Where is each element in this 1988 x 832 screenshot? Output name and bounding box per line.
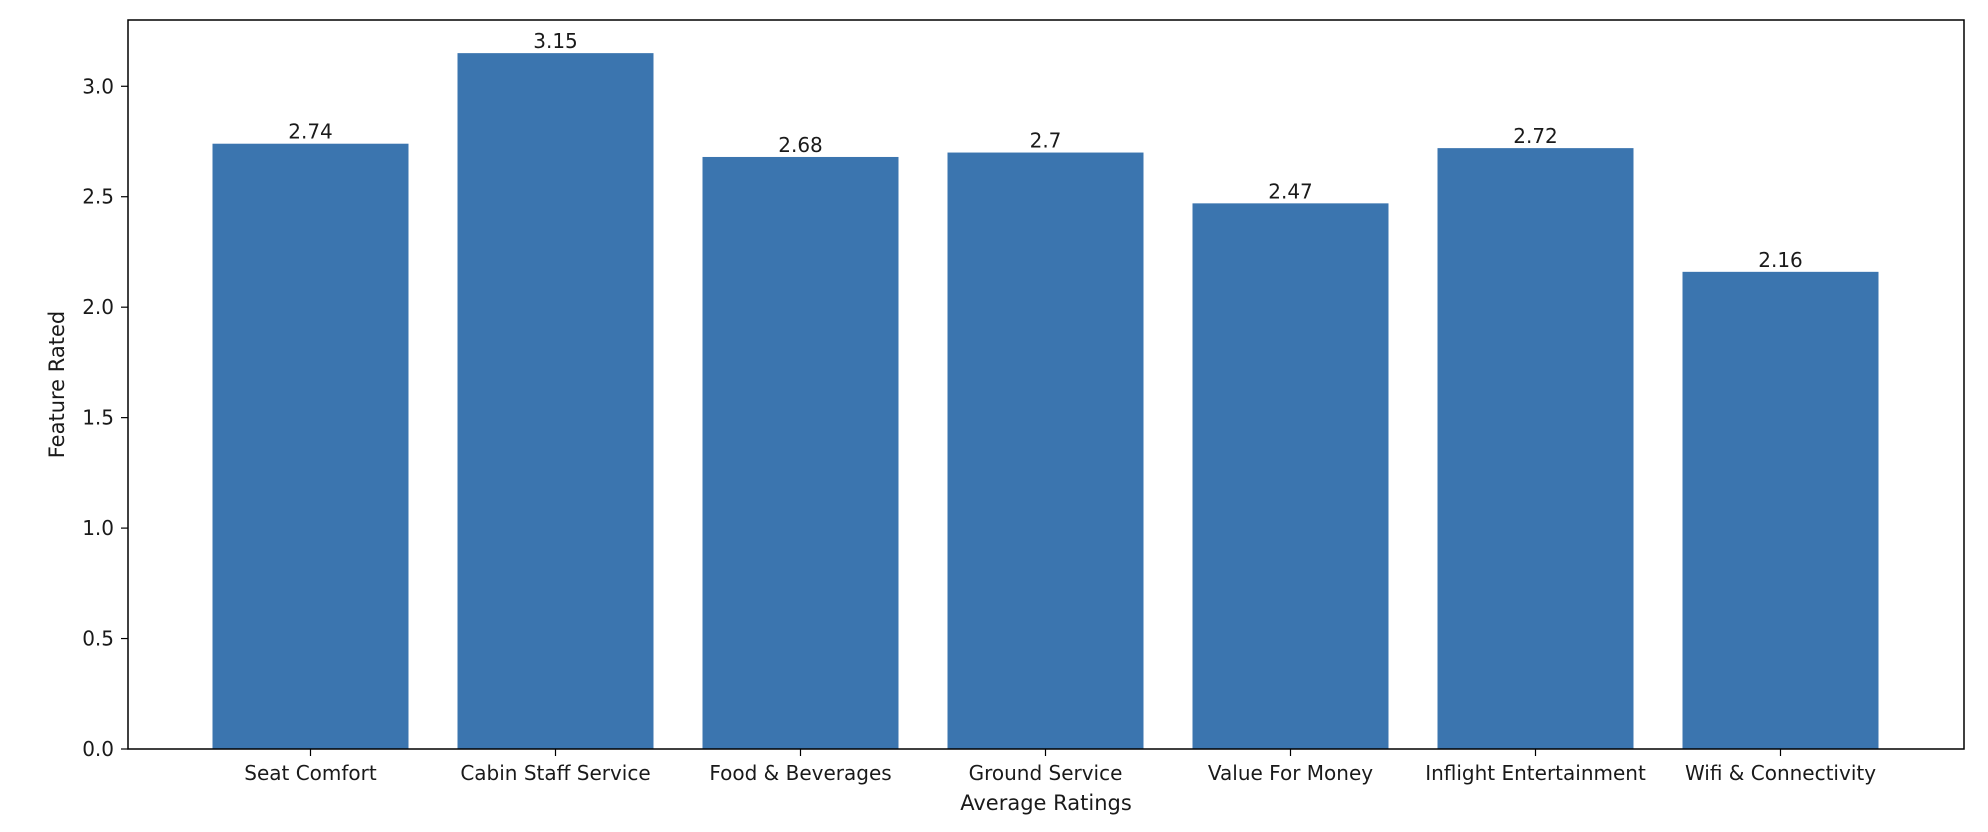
bar — [947, 152, 1144, 749]
bar — [702, 156, 899, 750]
bar — [1192, 203, 1389, 749]
bar-value-labels: 2.74 3.15 2.68 2.7 2.47 2.72 2.16 — [288, 29, 1803, 272]
x-tick-label: Seat Comfort — [244, 761, 377, 785]
plot-area-frame — [127, 19, 1965, 750]
y-tick-label: 2.5 — [82, 185, 114, 209]
y-axis: 0.0 0.5 1.0 1.5 2.0 2.5 3.0 — [82, 74, 128, 761]
y-tick-label: 0.5 — [82, 627, 114, 651]
bar-value-label: 2.16 — [1758, 248, 1803, 272]
bar-value-label: 2.68 — [778, 133, 823, 157]
x-axis: Seat Comfort Cabin Staff Service Food & Be… — [244, 749, 1876, 785]
bar — [1682, 271, 1879, 749]
bar-value-label: 3.15 — [533, 29, 578, 53]
y-tick-label: 2.0 — [82, 295, 114, 319]
y-tick-label: 0.0 — [82, 737, 114, 761]
x-tick-label: Value For Money — [1208, 761, 1373, 785]
bar — [457, 53, 654, 750]
x-tick-label: Cabin Staff Service — [460, 761, 650, 785]
bar-value-label: 2.47 — [1268, 179, 1313, 203]
y-axis-label: Feature Rated — [45, 311, 69, 459]
y-tick-label: 1.0 — [82, 516, 114, 540]
x-tick-label: Ground Service — [969, 761, 1123, 785]
bar — [1437, 148, 1634, 750]
bar-value-label: 2.7 — [1030, 129, 1062, 153]
bars-group — [212, 53, 1879, 750]
y-tick-label: 1.5 — [82, 406, 114, 430]
bar-value-label: 2.74 — [288, 120, 333, 144]
bar-value-label: 2.72 — [1513, 124, 1558, 148]
x-tick-label: Inflight Entertainment — [1425, 761, 1646, 785]
x-tick-label: Food & Beverages — [709, 761, 891, 785]
y-tick-label: 3.0 — [82, 74, 114, 98]
x-axis-label: Average Ratings — [960, 791, 1132, 815]
bar — [212, 143, 409, 749]
x-tick-label: Wifi & Connectivity — [1685, 761, 1876, 785]
